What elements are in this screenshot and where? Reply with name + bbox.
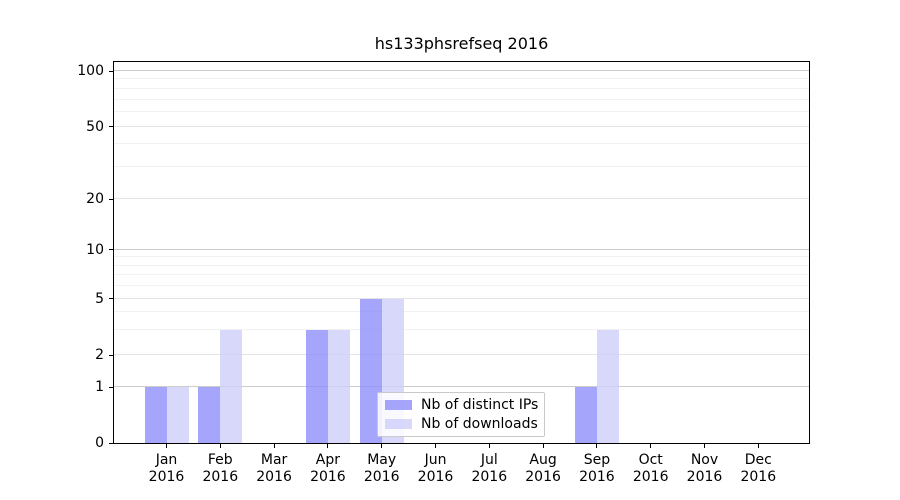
y-tick-label: 20 [86,191,104,208]
x-tick-year: 2016 [471,469,508,485]
x-tick-label: Nov 2016 [673,452,737,486]
gridline-minor [114,111,809,113]
gridline-minor [114,264,809,266]
bar-distinct-ips-apr [305,330,328,443]
x-tick-year: 2016 [579,469,615,485]
y-tickmark [109,249,113,251]
y-tick-label: 5 [95,290,104,307]
gridline-major [114,297,809,299]
bar-downloads-feb [220,330,243,443]
gridline-minor [114,311,809,313]
x-tickmark [488,444,490,448]
y-tickmark [109,442,113,444]
gridline-minor [114,273,809,275]
x-tick-year: 2016 [525,469,561,485]
y-tick-label: 100 [77,63,104,79]
legend-row-downloads: Nb of downloads [385,416,544,432]
x-tick-year: 2016 [202,469,239,485]
bar-distinct-ips-sep [574,387,597,443]
y-tick-label: 2 [95,347,104,364]
gridline-minor [114,284,809,286]
x-tick-year: 2016 [256,469,292,485]
legend: Nb of distinct IPs Nb of downloads [377,392,545,437]
gridline-major [114,248,809,250]
x-tickmark [381,444,383,448]
y-tickmark [109,298,113,300]
gridline-minor [114,256,809,258]
legend-swatch-distinct-ips-icon [385,400,412,410]
bar-downloads-sep [596,330,619,443]
gridline-minor [114,78,809,80]
gridline-major [114,386,809,387]
x-tick-label: Dec 2016 [726,452,790,486]
y-tick-label: 10 [86,241,104,258]
gridline-minor [114,329,809,331]
legend-row-distinct-ips: Nb of distinct IPs [385,397,544,413]
x-tickmark [273,444,275,448]
gridline-minor [114,143,809,145]
bar-distinct-ips-feb [198,387,221,443]
x-tick-label: Jul 2016 [457,452,521,486]
x-tick-year: 2016 [417,469,454,485]
chart-title: hs133phsrefseq 2016 [374,34,549,53]
x-tickmark [327,444,329,448]
bar-downloads-jan [166,387,189,443]
gridline-minor [114,98,809,100]
x-tick-label: Oct 2016 [619,452,683,486]
x-tick-label: Feb 2016 [188,452,252,486]
x-tick-label: May 2016 [350,452,414,486]
x-tickmark [704,444,705,448]
legend-label-downloads: Nb of downloads [421,416,538,432]
y-tickmark [109,354,113,356]
y-tickmark [109,126,113,128]
bar-distinct-ips-may [359,298,382,443]
y-tick-label: 0 [95,435,104,451]
x-tick-year: 2016 [686,469,723,485]
x-tickmark [650,444,652,448]
x-tick-year: 2016 [632,469,669,485]
x-tick-label: Sep 2016 [565,452,629,486]
y-tickmark [109,386,113,388]
legend-swatch-downloads-icon [385,419,412,429]
gridline-major [114,70,809,71]
y-tick-label: 50 [86,118,104,135]
x-tickmark [435,444,436,448]
gridline-minor [114,87,809,89]
plot-area [113,61,810,444]
bar-distinct-ips-jan [144,387,167,443]
plot-inner [114,62,809,443]
x-tick-label: Jan 2016 [135,452,199,486]
gridline-minor [114,166,809,168]
x-tickmark [596,444,598,448]
y-tickmark [109,198,113,200]
x-tick-year: 2016 [363,469,400,485]
gridline-major [114,125,809,127]
bar-downloads-apr [327,330,350,443]
x-tickmark [219,444,221,448]
gridline-major [114,198,809,200]
x-tickmark [542,444,544,448]
gridline-major [114,354,809,356]
x-tickmark [757,444,759,448]
x-tick-label: Jun 2016 [404,452,468,486]
x-tick-year: 2016 [740,469,777,485]
x-tick-year: 2016 [310,469,346,485]
x-tickmark [166,444,167,448]
x-tick-label: Aug 2016 [511,452,575,486]
x-tick-label: Mar 2016 [242,452,306,486]
y-tick-label: 1 [95,379,104,395]
x-tick-label: Apr 2016 [296,452,360,486]
legend-label-distinct-ips: Nb of distinct IPs [421,397,539,413]
y-tickmark [109,70,113,72]
x-tick-year: 2016 [148,469,185,485]
